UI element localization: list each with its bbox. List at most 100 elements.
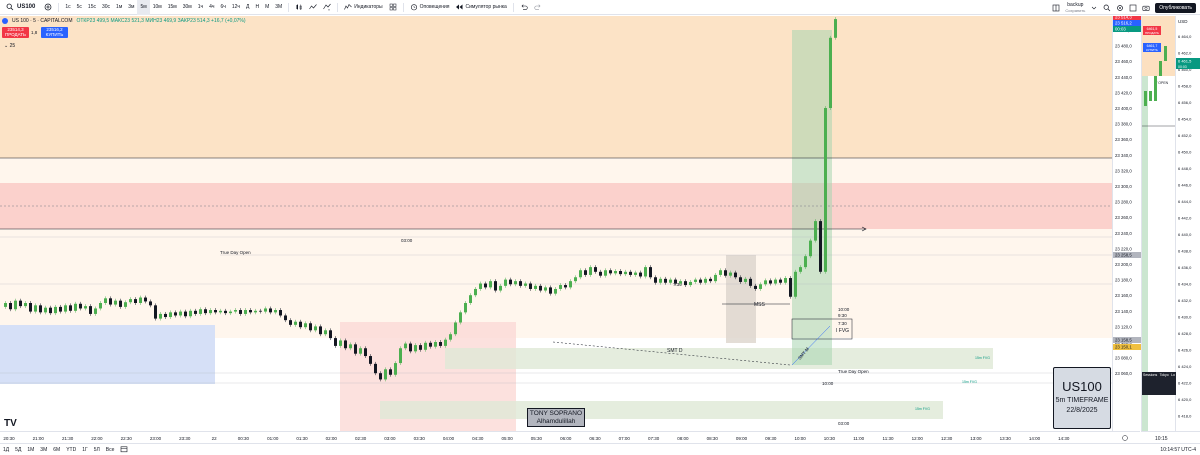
publish-button[interactable]: Опубликовать xyxy=(1155,2,1196,13)
range-1[interactable]: 5Д xyxy=(15,446,22,453)
candle-body xyxy=(629,271,632,275)
timeframe-12[interactable]: 6ч xyxy=(220,4,226,10)
timeframe-7[interactable]: 10м xyxy=(152,4,162,10)
replay-label: Симулятор рынка xyxy=(465,4,507,10)
range-8[interactable]: Все xyxy=(105,446,115,453)
timeframe-17[interactable]: 3М xyxy=(275,4,283,10)
price-axis-canvas[interactable]: USD23 500,023 480,023 460,023 440,023 42… xyxy=(1113,14,1141,431)
timeframe-14[interactable]: Д xyxy=(246,4,250,10)
buy-box-2[interactable] xyxy=(1143,43,1161,52)
price-tick-2: 6 436,0 xyxy=(1178,265,1192,270)
sell-button[interactable]: 23514,3 ПРОДАТЬ xyxy=(2,27,29,38)
time-axis-canvas[interactable]: 20:30 21:00 21:30 22:00 22:30 23:00 23:30 22 00:… xyxy=(0,432,1140,444)
indicators-button[interactable]: Индикаторы xyxy=(341,0,385,15)
time-tick: 22:00 xyxy=(91,436,103,441)
layout-save-label: Сохранить xyxy=(1065,7,1086,13)
timeframe-15[interactable]: Н xyxy=(255,4,260,10)
symbol-search[interactable]: US100 xyxy=(0,3,41,11)
timeframe-3[interactable]: 30с xyxy=(101,4,111,10)
range-4[interactable]: 6М xyxy=(53,446,61,453)
sell-label: ПРОДАТЬ xyxy=(5,32,26,37)
range-2[interactable]: 1М xyxy=(27,446,35,453)
candle xyxy=(274,308,277,315)
fullscreen-icon[interactable] xyxy=(1129,4,1137,12)
candle-body xyxy=(664,278,667,283)
candle xyxy=(774,277,777,286)
symbol-info-box: US100 5m TIMEFRAME 22/8/2025 xyxy=(1053,367,1111,429)
timeframe-0[interactable]: 1с xyxy=(65,4,71,10)
templates-button[interactable] xyxy=(386,0,400,15)
quick-search-icon[interactable] xyxy=(1103,4,1111,12)
timeframe-1[interactable]: 5с xyxy=(76,4,82,10)
layout-name[interactable]: backup Сохранить xyxy=(1065,2,1086,13)
candle-body xyxy=(29,303,32,312)
plus-circle-icon xyxy=(45,3,52,11)
compare-button[interactable] xyxy=(320,0,334,15)
fvg-zone-2 xyxy=(380,401,943,419)
candle-body xyxy=(359,348,362,354)
timeframe-2[interactable]: 15с xyxy=(87,4,96,10)
secondary-price-axis[interactable]: USD 6 464,0 6 462,0 6 460,0 6 458,0 6 456,0 6 … xyxy=(1175,16,1200,431)
time-1000-label: 10:00 xyxy=(838,307,850,312)
price-axis[interactable]: USD23 500,023 480,023 460,023 440,023 42… xyxy=(1112,14,1141,431)
tradingview-logo[interactable]: TV xyxy=(4,418,17,429)
buy-button[interactable]: 23516,2 КУПИТЬ xyxy=(41,27,68,38)
price-tick-2: 6 456,0 xyxy=(1178,100,1192,105)
sell-price-label-bg xyxy=(1113,14,1141,20)
secondary-time-axis[interactable]: 10:15 xyxy=(1141,431,1200,443)
timeframe-9[interactable]: 30м xyxy=(182,4,192,10)
layout-icon[interactable] xyxy=(1052,4,1060,12)
redo-button[interactable] xyxy=(531,0,545,15)
time-axis[interactable]: 20:30 21:00 21:30 22:00 22:30 23:00 23:30 22 00:… xyxy=(0,431,1140,443)
range-5[interactable]: YTD xyxy=(66,446,77,453)
candle xyxy=(99,301,102,311)
range-3[interactable]: 3М xyxy=(40,446,48,453)
secondary-price-axis-canvas[interactable]: USD 6 464,0 6 462,0 6 460,0 6 458,0 6 456,0 6 … xyxy=(1176,16,1200,431)
main-chart[interactable]: True Day Open True Day Open 03:00 7:30 10:00… xyxy=(0,16,1112,431)
timeframe-13[interactable]: 12ч xyxy=(231,4,241,10)
candle xyxy=(769,278,772,286)
secondary-chart[interactable]: 6461,5 ПРОДАТЬ 6461,7 КУПИТЬ W OPEN xyxy=(1141,16,1175,431)
add-symbol-button[interactable] xyxy=(41,0,55,15)
timeframe-11[interactable]: 4ч xyxy=(209,4,215,10)
settings-icon[interactable] xyxy=(1122,435,1128,441)
time-0300-label: 03:00 xyxy=(401,238,413,243)
clock[interactable]: 10:14:57 UTC-4 xyxy=(1160,447,1196,453)
alerts-button[interactable]: Оповещения xyxy=(407,0,453,15)
timeframe-8[interactable]: 15м xyxy=(167,4,177,10)
timeframe-10[interactable]: 1ч xyxy=(197,4,204,10)
camera-icon[interactable] xyxy=(1142,4,1150,12)
candle xyxy=(539,283,542,293)
range-6[interactable]: 1Г xyxy=(82,446,88,453)
range-0[interactable]: 1Д xyxy=(3,446,10,453)
chart-style-button[interactable] xyxy=(306,0,320,15)
tony-line-1: TONY SOPRANO xyxy=(529,410,583,417)
gear-icon[interactable] xyxy=(1116,4,1124,12)
sell-price-2: 6461,5 xyxy=(1147,27,1158,31)
chart-canvas[interactable]: True Day Open True Day Open 03:00 7:30 10:00… xyxy=(0,16,1112,431)
candle xyxy=(179,309,182,318)
candle xyxy=(479,281,482,291)
chevron-down-icon[interactable] xyxy=(1090,4,1098,12)
candle-body xyxy=(449,334,452,340)
candle xyxy=(269,306,272,315)
sell-box-2[interactable] xyxy=(1143,26,1161,35)
replay-button[interactable]: Симулятор рынка xyxy=(452,0,509,15)
time-0730-label: 7:30 xyxy=(673,282,682,287)
candle-body xyxy=(574,277,577,282)
fvg-label-1: 15m FVG xyxy=(975,356,990,360)
candle-body xyxy=(689,281,692,286)
indicators-toggle[interactable]: ⌄ 25 xyxy=(4,43,15,49)
timeframe-16[interactable]: М xyxy=(265,4,270,10)
candle-type-button[interactable] xyxy=(292,0,306,15)
timeframe-4[interactable]: 1м xyxy=(116,4,123,10)
date-range-button[interactable] xyxy=(117,445,131,455)
candle xyxy=(504,277,507,288)
timeframe-6[interactable]: 5м xyxy=(137,0,150,15)
candle xyxy=(644,265,647,279)
range-7[interactable]: 5Л xyxy=(93,446,100,453)
timeframe-5[interactable]: 3м xyxy=(128,4,135,10)
candle xyxy=(744,276,747,284)
undo-button[interactable] xyxy=(517,0,531,15)
